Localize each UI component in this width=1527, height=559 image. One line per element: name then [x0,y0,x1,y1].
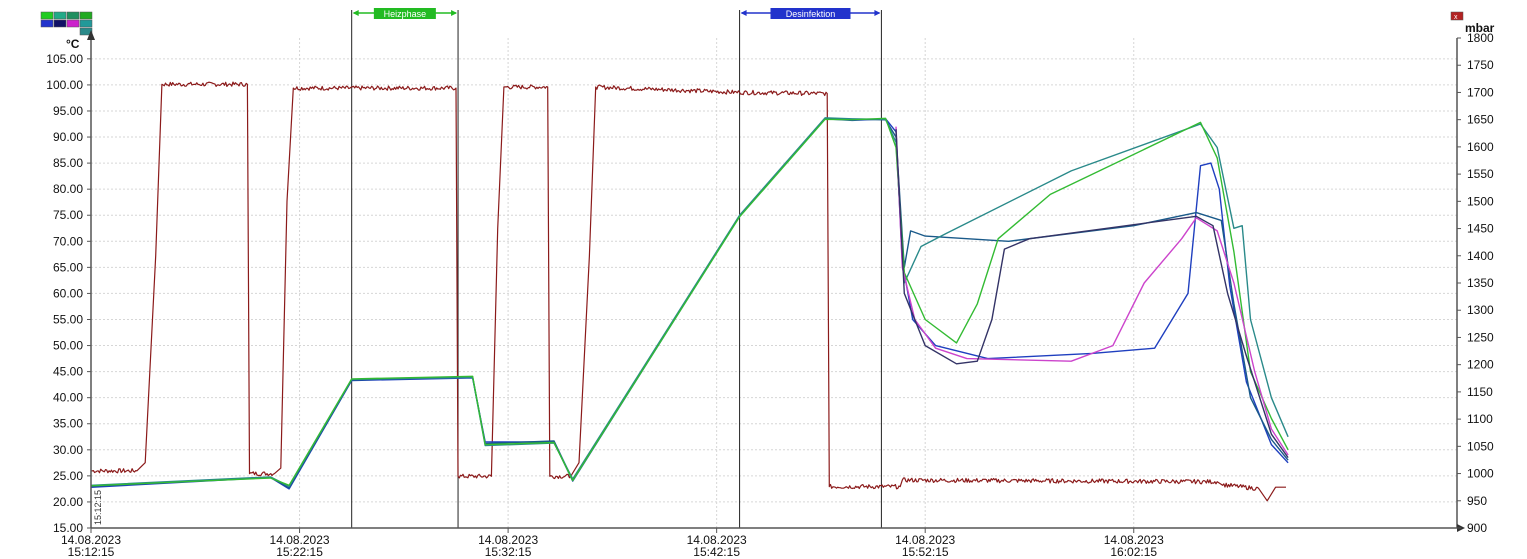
y-right-tick-label: 950 [1467,494,1487,508]
x-tick-time: 16:02:15 [1110,545,1157,559]
y-left-tick-label: 15.00 [53,521,83,535]
y-axis-left-ticks: 15.00 20.00 25.00 30.00 35.00 40.00 45.00 50.00… [46,52,91,535]
y-right-tick-label: 1000 [1467,467,1494,481]
y-right-tick-label: 1400 [1467,249,1494,263]
series-line-3 [90,117,1289,487]
series-line-5 [895,126,1289,456]
y-right-tick-label: 1150 [1467,385,1493,399]
right-legend-widget[interactable]: x [1450,11,1464,21]
marker-arrow-right [451,10,458,16]
corner-time-stamp: 15:12:15 [93,490,103,525]
y-right-tick-label: 1800 [1467,31,1494,45]
grid-lines [90,38,1457,529]
y-left-tick-label: 65.00 [53,260,83,274]
x-tick-date: 14.08.2023 [895,533,955,547]
marker-arrow-right [874,10,881,16]
x-tick-time: 15:42:15 [693,545,740,559]
y-left-tick-label: 30.00 [53,443,83,457]
y-left-tick-label: 20.00 [53,495,83,509]
y-right-tick-label: 1550 [1467,167,1494,181]
y-left-tick-label: 95.00 [53,104,83,118]
y-right-tick-label: 1300 [1467,303,1494,317]
y-left-tick-label: 45.00 [53,365,83,379]
plot-area: Heizphase Desinfektion 15.00 20.00 25.00 30.… [46,8,1494,559]
y-right-tick-label: 1100 [1467,412,1493,426]
y-axis-right-ticks: 900 950 1000 1050 1100 1150 1200 1250 1300 1350 14… [1457,31,1494,535]
y-left-tick-label: 100.00 [46,78,83,92]
y-right-tick-label: 1600 [1467,140,1494,154]
x-tick-time: 15:32:15 [485,545,532,559]
y-axis-left-unit: °C [66,37,80,51]
x-tick-date: 14.08.2023 [687,533,747,547]
axes [87,30,1465,532]
x-tick-time: 15:12:15 [68,545,115,559]
y-right-tick-label: 1250 [1467,330,1494,344]
y-left-tick-label: 90.00 [53,130,83,144]
marker-label: Heizphase [384,9,427,19]
marker-label: Desinfektion [786,9,836,19]
marker-label-box [373,8,436,19]
y-left-tick-label: 105.00 [46,52,83,66]
y-left-tick-label: 80.00 [53,182,83,196]
y-axis-right-unit: mbar [1465,21,1495,35]
y-left-tick-label: 85.00 [53,156,83,170]
y-right-tick-label: 1700 [1467,85,1494,99]
x-tick-time: 15:52:15 [902,545,949,559]
y-right-tick-label: 1750 [1467,58,1494,72]
series-line-2 [90,117,1289,489]
x-tick-time: 15:22:15 [276,545,323,559]
y-left-tick-label: 50.00 [53,339,83,353]
x-axis-ticks: 14.08.202315:12:1514.08.202315:22:1514.0… [61,528,1164,559]
y-right-tick-label: 1200 [1467,358,1494,372]
marker-arrow-left [352,10,359,16]
y-left-tick-label: 25.00 [53,469,83,483]
y-left-tick-label: 60.00 [53,286,83,300]
y-left-tick-label: 70.00 [53,234,83,248]
x-tick-date: 14.08.2023 [478,533,538,547]
data-series [90,81,1289,502]
left-legend-widget[interactable] [40,11,93,36]
x-tick-date: 14.08.2023 [1104,533,1164,547]
marker-arrow-left [740,10,747,16]
y-left-tick-label: 35.00 [53,417,83,431]
x-tick-date: 14.08.2023 [270,533,330,547]
x-tick-date: 14.08.2023 [61,533,121,547]
series-line-0 [90,81,1286,502]
y-right-tick-label: 1350 [1467,276,1494,290]
y-right-tick-label: 900 [1467,521,1487,535]
series-line-6 [895,129,1289,459]
y-right-tick-label: 1500 [1467,194,1494,208]
svg-text:x: x [1454,14,1458,21]
y-right-tick-label: 1450 [1467,222,1494,236]
y-left-tick-label: 40.00 [53,391,83,405]
y-left-tick-label: 55.00 [53,312,83,326]
y-right-tick-label: 1050 [1467,439,1494,453]
y-right-tick-label: 1650 [1467,113,1494,127]
y-left-tick-label: 75.00 [53,208,83,222]
marker-label-box [770,8,851,19]
series-line-1 [90,118,1289,490]
series-line-4 [90,117,1289,487]
